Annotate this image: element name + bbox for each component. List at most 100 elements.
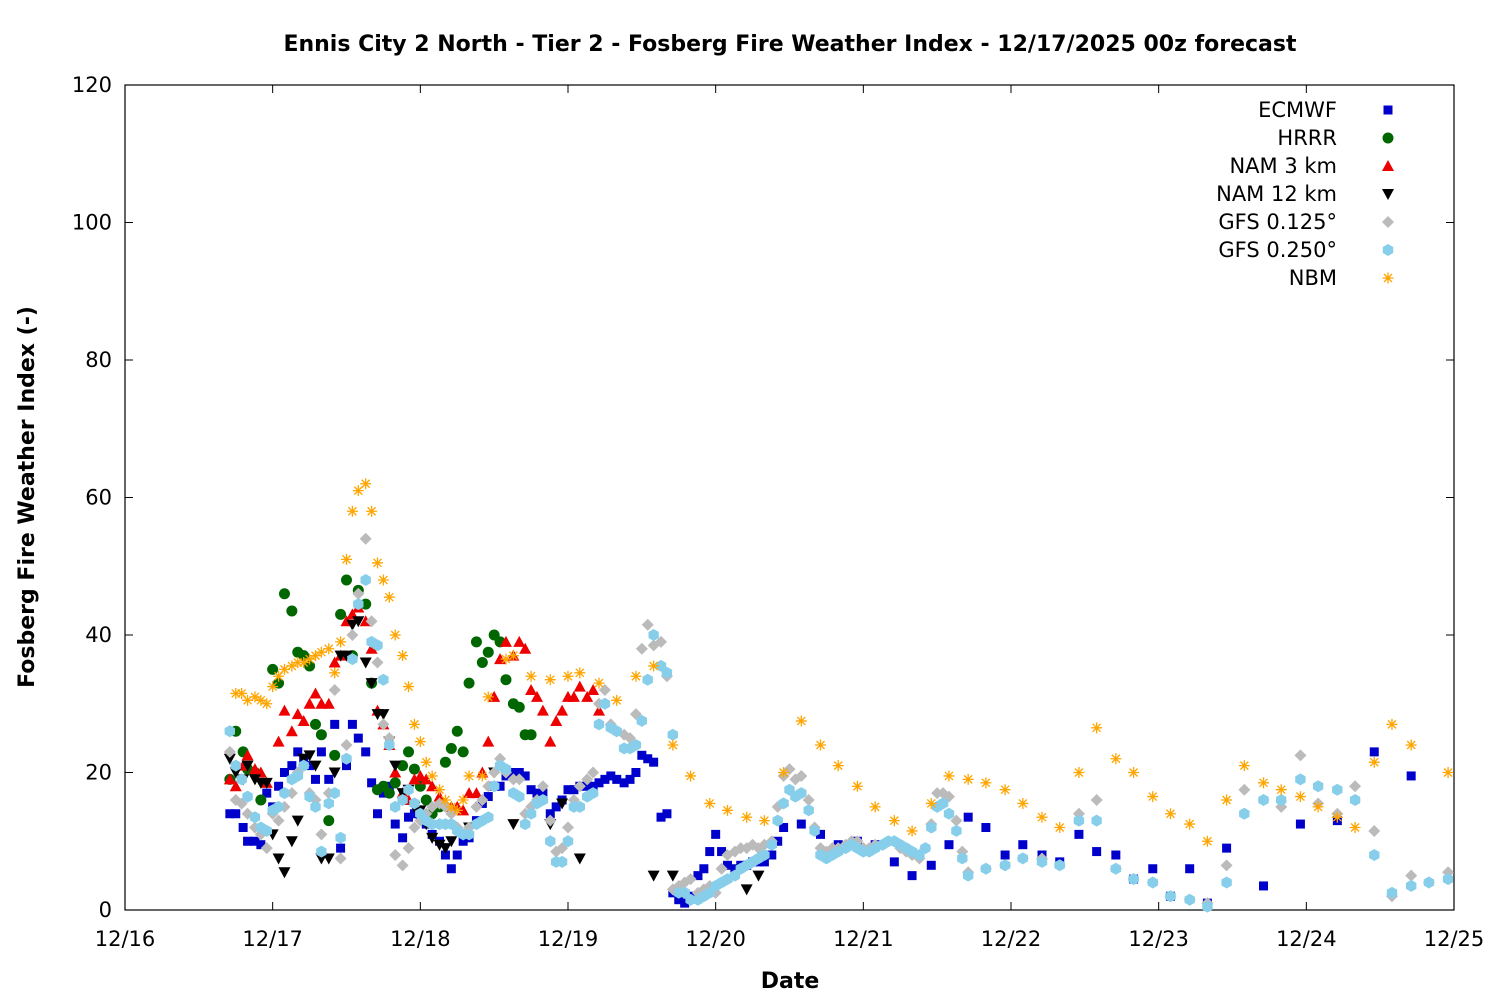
data-point-ecmwf: [1074, 829, 1084, 839]
data-point-hrrr: [439, 756, 451, 768]
data-point-gfs-0-250: [514, 790, 525, 803]
data-point-nbm: [451, 804, 463, 816]
data-point-ecmwf: [779, 823, 789, 832]
data-point-ecmwf: [699, 864, 709, 874]
data-point-nam-3-km: [303, 697, 316, 709]
data-point-ecmwf: [963, 812, 973, 822]
data-point-hrrr: [335, 608, 347, 620]
data-point-gfs-0-250: [1110, 862, 1121, 875]
data-point-nbm: [778, 767, 790, 778]
data-point-gfs-0-250: [943, 807, 955, 820]
data-point-hrrr: [457, 746, 469, 758]
data-point-nam-3-km: [309, 687, 322, 699]
data-point-hrrr: [383, 787, 395, 799]
x-tick-label: 12/18: [390, 927, 451, 951]
data-point-nam-3-km: [513, 635, 526, 647]
data-point-nbm: [267, 681, 279, 693]
data-point-nbm: [888, 815, 900, 827]
data-point-hrrr: [286, 605, 298, 617]
data-point-nam-12-km: [433, 839, 446, 851]
data-point-gfs-0-250: [937, 797, 949, 810]
data-point-nbm: [236, 687, 248, 699]
x-axis-label: Date: [761, 969, 820, 994]
series-nam-3-km: [223, 601, 606, 816]
data-point-nbm: [366, 505, 378, 517]
data-point-nbm: [1386, 718, 1398, 730]
data-point-gfs-0-250: [611, 725, 622, 738]
data-point-gfs-0-125: [544, 814, 557, 827]
data-point-gfs-0-250: [242, 790, 253, 803]
data-point-ecmwf: [336, 843, 346, 853]
data-point-gfs-0-250: [323, 797, 334, 810]
x-tick-label: 12/21: [833, 927, 894, 951]
data-point-nam-3-km: [470, 787, 483, 799]
data-point-gfs-0-250: [1147, 876, 1158, 889]
data-point-gfs-0-125: [1349, 780, 1362, 793]
data-point-nbm: [457, 794, 469, 806]
data-point-gfs-0-250: [1349, 794, 1361, 806]
data-point-gfs-0-250: [1295, 773, 1306, 786]
data-point-ecmwf: [458, 836, 468, 846]
legend-marker-gfs-0-250: [1382, 244, 1394, 256]
data-point-gfs-0-250: [587, 787, 599, 800]
data-point-ecmwf: [767, 850, 777, 860]
data-point-ecmwf: [316, 747, 326, 757]
data-point-ecmwf: [759, 857, 769, 867]
data-point-ecmwf: [361, 747, 371, 757]
data-point-gfs-0-250: [667, 728, 678, 741]
data-point-nam-3-km: [365, 642, 378, 654]
data-point-nbm: [667, 739, 679, 751]
data-point-ecmwf: [711, 829, 721, 839]
data-point-ecmwf: [1000, 850, 1010, 860]
data-point-ecmwf: [594, 778, 604, 788]
data-point-gfs-0-250: [279, 787, 290, 800]
data-point-nbm: [1036, 811, 1048, 823]
data-point-nam-3-km: [573, 680, 586, 692]
data-point-gfs-0-125: [587, 766, 600, 779]
data-point-hrrr: [403, 746, 415, 758]
data-point-ecmwf: [287, 761, 297, 771]
data-point-nbm: [414, 736, 426, 748]
data-point-nam-12-km: [365, 678, 378, 690]
data-point-nam-12-km: [278, 867, 291, 879]
data-point-gfs-0-250: [957, 852, 968, 865]
y-tick-label: 40: [85, 623, 112, 647]
data-point-ecmwf: [705, 847, 715, 857]
data-point-gfs-0-125: [328, 684, 341, 696]
data-point-gfs-0-125: [536, 780, 549, 793]
data-point-gfs-0-250: [1202, 900, 1213, 913]
data-point-nam-3-km: [414, 769, 427, 781]
data-point-nbm: [352, 485, 364, 497]
data-point-nbm: [255, 694, 267, 706]
data-point-nbm: [980, 777, 992, 789]
data-point-nam-3-km: [285, 725, 298, 737]
data-point-gfs-0-250: [360, 574, 371, 586]
data-point-ecmwf: [563, 785, 573, 795]
data-point-gfs-0-250: [1423, 876, 1435, 889]
data-point-ecmwf: [1259, 881, 1269, 891]
data-point-ecmwf: [944, 840, 954, 850]
data-point-nbm: [261, 698, 273, 710]
data-point-nbm: [372, 557, 384, 569]
data-point-nam-3-km: [544, 735, 557, 747]
data-point-gfs-0-250: [593, 718, 605, 731]
data-point-gfs-0-250: [372, 639, 383, 652]
data-point-ecmwf: [250, 836, 260, 846]
data-point-gfs-0-125: [562, 821, 574, 834]
data-point-nam-12-km: [666, 870, 679, 882]
data-point-nbm: [377, 574, 389, 586]
data-point-nbm: [273, 670, 285, 682]
data-point-hrrr: [341, 574, 352, 586]
data-point-nam-12-km: [346, 619, 359, 631]
data-point-gfs-0-125: [795, 769, 808, 782]
data-point-ecmwf: [889, 857, 899, 867]
data-point-gfs-0-250: [298, 759, 309, 772]
series-gfs-0-250: [224, 574, 1454, 913]
data-point-gfs-0-250: [347, 653, 358, 666]
data-point-nbm: [341, 553, 352, 565]
data-point-hrrr: [267, 663, 279, 675]
data-point-nbm: [815, 739, 827, 751]
data-point-nbm: [1312, 801, 1324, 813]
data-point-nbm: [420, 756, 432, 768]
data-point-ecmwf: [1295, 819, 1305, 829]
